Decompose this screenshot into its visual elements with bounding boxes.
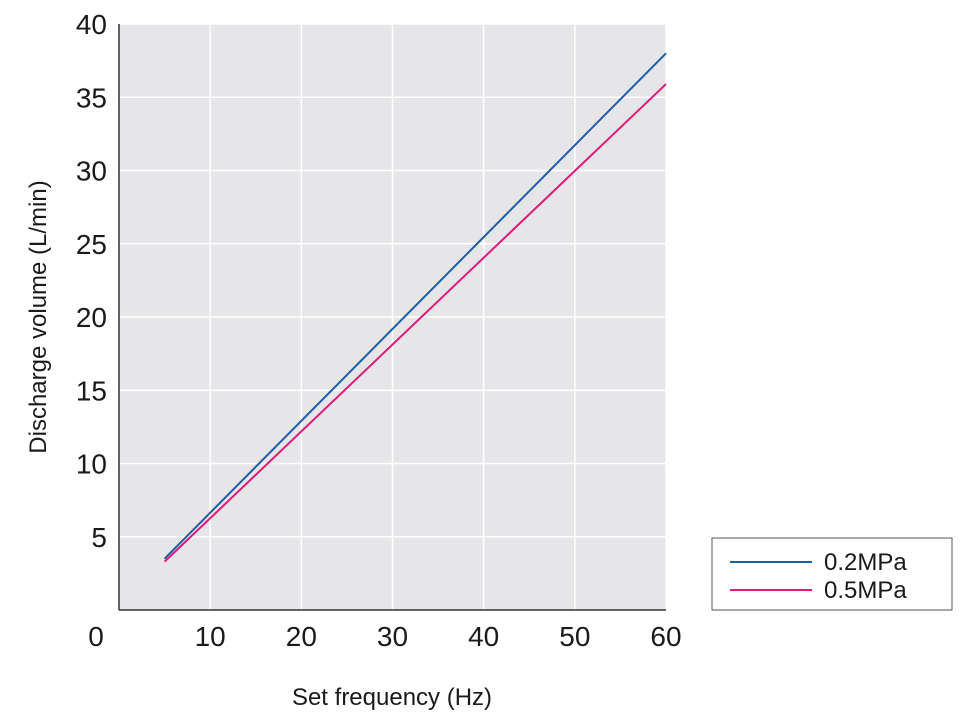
x-tick-label: 20: [286, 621, 317, 652]
y-tick-label: 30: [76, 156, 107, 187]
y-tick-label: 35: [76, 82, 107, 113]
series-lines: [163, 52, 667, 563]
x-tick-label: 50: [559, 621, 590, 652]
y-tick-label: 10: [76, 449, 107, 480]
y-tick-label: 15: [76, 375, 107, 406]
x-axis-title: Set frequency (Hz): [292, 684, 492, 711]
legend-label-0: 0.2MPa: [824, 549, 907, 576]
y-axis-title: Discharge volume (L/min): [25, 180, 52, 453]
x-tick-label: 10: [195, 621, 226, 652]
x-tick-labels: 0 10 20 30 40 50 60: [88, 621, 681, 652]
x-tick-label: 0: [88, 621, 104, 652]
y-tick-label: 40: [76, 9, 107, 40]
y-tick-label: 5: [91, 522, 107, 553]
y-tick-labels: 5 10 15 20 25 30 35 40: [76, 9, 107, 553]
x-tick-label: 30: [377, 621, 408, 652]
legend-box: [711, 537, 953, 611]
series-line-1: [163, 83, 667, 563]
x-tick-label: 60: [650, 621, 681, 652]
x-tick-label: 40: [468, 621, 499, 652]
legend-label-1: 0.5MPa: [824, 577, 907, 604]
y-tick-label: 20: [76, 302, 107, 333]
y-tick-label: 25: [76, 229, 107, 260]
horizontal-gridlines: [119, 23, 666, 538]
series-line-0: [163, 52, 667, 560]
